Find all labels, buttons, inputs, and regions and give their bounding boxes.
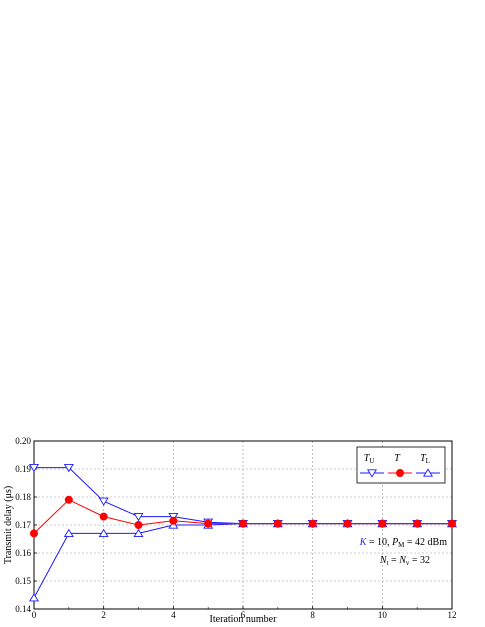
annot-k: K — [359, 537, 368, 548]
data-point — [98, 497, 109, 506]
data-point — [413, 519, 422, 528]
legend: TU T TL — [356, 446, 446, 484]
annot-k-value: = 10, — [366, 537, 392, 548]
data-point — [204, 519, 213, 528]
y-tick-label: 0.20 — [15, 436, 31, 446]
data-point — [134, 521, 143, 530]
annot-nt-sub: t — [387, 559, 389, 567]
data-point — [99, 512, 108, 521]
data-point — [133, 528, 144, 537]
x-tick-label: 0 — [32, 610, 37, 620]
legend-label: TL — [420, 453, 430, 465]
y-tick-label: 0.17 — [15, 520, 31, 530]
data-point — [273, 519, 282, 528]
data-point — [308, 519, 317, 528]
x-tick-label: 10 — [378, 610, 388, 620]
annot-nv-value: = 32 — [409, 555, 430, 566]
annot-p: P — [391, 537, 398, 548]
annot-eq: = — [389, 555, 400, 566]
annotation-line-2: Nt = Nv = 32 — [379, 555, 430, 567]
legend-marker — [423, 468, 433, 477]
data-point — [169, 516, 178, 525]
annot-nt: N — [379, 555, 388, 566]
legend-label: TU — [364, 453, 375, 465]
parameter-annotation: K = 10, PM = 42 dBm Nt = Nv = 32 — [359, 537, 447, 567]
annotation-line-1: K = 10, PM = 42 dBm — [359, 537, 447, 549]
legend-box — [356, 446, 446, 484]
x-tick-label: 8 — [310, 610, 315, 620]
x-tick-label: 6 — [241, 610, 246, 620]
data-point — [64, 495, 73, 504]
data-point — [63, 528, 74, 537]
legend-label: T — [394, 453, 401, 464]
series-t — [29, 495, 456, 538]
annot-nv: N — [398, 555, 407, 566]
x-tick-label: 12 — [448, 610, 457, 620]
legend-marker — [395, 468, 404, 477]
legend-marker — [367, 469, 377, 478]
series-line — [33, 499, 452, 534]
annot-p-value: = 42 dBm — [404, 537, 447, 548]
y-axis-label: Transmit delay (μs) — [3, 486, 14, 564]
data-point — [447, 519, 456, 528]
annot-nv-sub: v — [406, 559, 410, 567]
x-axis-label: Iteration number — [210, 614, 278, 625]
series-group — [29, 464, 457, 602]
annot-p-sub: M — [398, 541, 405, 549]
data-point — [378, 519, 387, 528]
y-tick-label: 0.16 — [15, 548, 31, 558]
data-point — [343, 519, 352, 528]
y-tick-label: 0.15 — [15, 576, 31, 586]
data-point — [29, 529, 38, 538]
y-tick-label: 0.19 — [15, 464, 31, 474]
data-point — [133, 513, 144, 522]
data-point — [29, 593, 39, 602]
axis-ticks: 0 2 4 6 8 10 12 0.14 0.15 0.16 0.17 0.18 0.19 0.20 — [15, 436, 456, 620]
data-point — [98, 528, 109, 537]
x-tick-label: 2 — [101, 610, 106, 620]
data-point — [238, 519, 247, 528]
x-tick-label: 4 — [171, 610, 176, 620]
y-tick-label: 0.14 — [15, 604, 31, 614]
data-point — [29, 464, 39, 473]
data-point — [63, 464, 74, 473]
y-tick-label: 0.18 — [15, 492, 31, 502]
